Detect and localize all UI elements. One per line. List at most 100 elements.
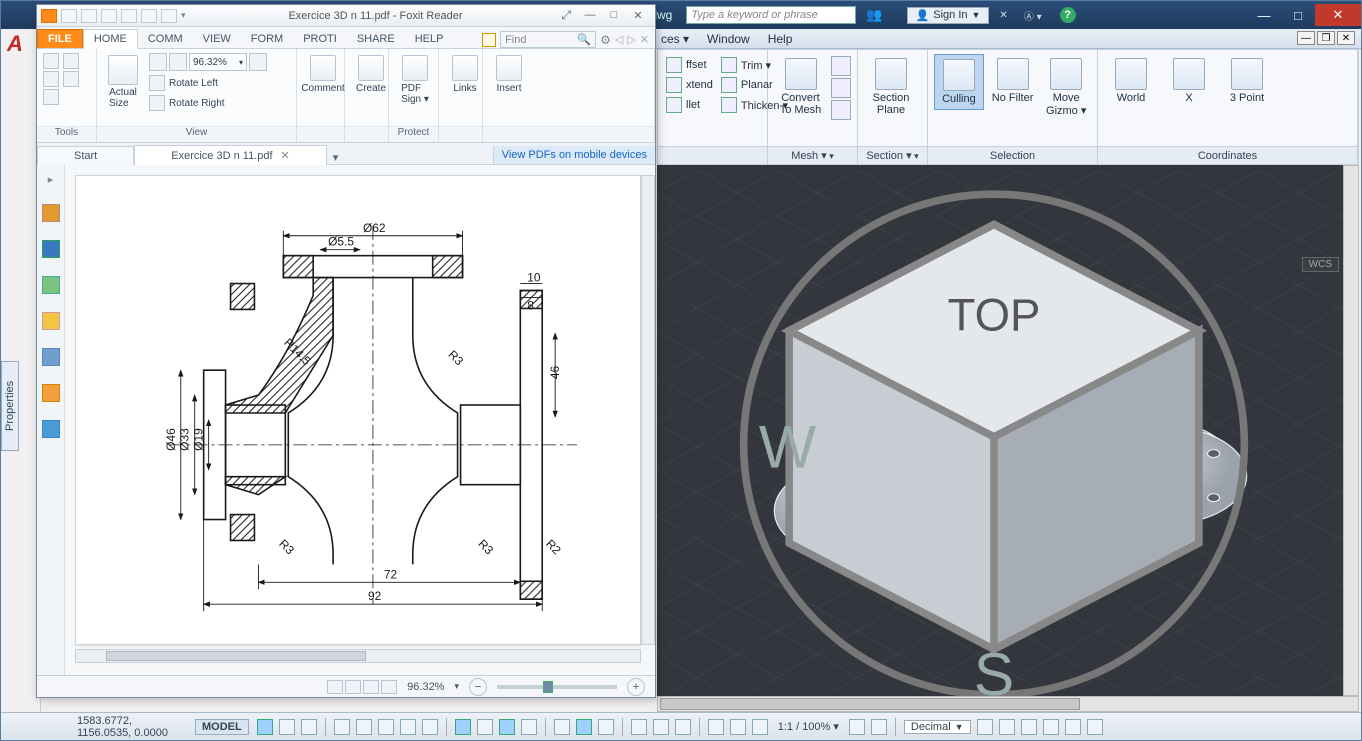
hand-tool-icon[interactable]: [43, 53, 59, 69]
tab-view[interactable]: VIEW: [193, 30, 241, 48]
create-button[interactable]: Create: [351, 53, 391, 96]
foxit-vscrollbar[interactable]: [641, 175, 655, 645]
app-icon[interactable]: Ⓐ ▾: [1024, 8, 1042, 23]
autocad-logo-icon[interactable]: A: [7, 31, 23, 57]
rb-extend[interactable]: xtend: [664, 76, 715, 94]
search-icon[interactable]: [482, 33, 496, 47]
mdi-close[interactable]: ✕: [1337, 31, 1355, 45]
sb-t16[interactable]: [708, 719, 724, 735]
rb-x[interactable]: X: [1162, 54, 1216, 108]
sb-t20[interactable]: [871, 719, 887, 735]
sb-t25[interactable]: [1065, 719, 1081, 735]
mobile-promo-link[interactable]: View PDFs on mobile devices: [493, 146, 655, 164]
attachments-icon[interactable]: [42, 348, 60, 366]
layers-icon[interactable]: [42, 276, 60, 294]
menu-ces[interactable]: ces ▾: [661, 32, 689, 46]
rb-world[interactable]: World: [1104, 54, 1158, 108]
view-cfacing-icon[interactable]: [381, 680, 397, 694]
security-icon[interactable]: [42, 384, 60, 402]
sb-ortho-icon[interactable]: [301, 719, 317, 735]
help-icon[interactable]: ?: [1060, 7, 1076, 23]
status-model-button[interactable]: MODEL: [195, 719, 249, 735]
sb-snap-icon[interactable]: [279, 719, 295, 735]
sb-t24[interactable]: [1043, 719, 1059, 735]
foxit-logo-icon[interactable]: [41, 9, 57, 23]
sb-t22[interactable]: [999, 719, 1015, 735]
view-single-icon[interactable]: [327, 680, 343, 694]
rb-section-plane[interactable]: Section Plane: [864, 54, 918, 120]
rb-gizmo[interactable]: Move Gizmo ▾: [1041, 54, 1091, 121]
tab-share[interactable]: SHARE: [347, 30, 405, 48]
sb-t15[interactable]: [675, 719, 691, 735]
tab-home[interactable]: HOME: [83, 29, 138, 49]
rb-3pt[interactable]: 3 Point: [1220, 54, 1274, 108]
find-settings-icon[interactable]: ⚙: [600, 33, 611, 47]
sb-t17[interactable]: [730, 719, 746, 735]
maximize-button[interactable]: □: [1281, 4, 1315, 26]
rb-convert-mesh[interactable]: Convert To Mesh: [774, 54, 827, 120]
close-button[interactable]: ✕: [1315, 4, 1361, 26]
people-icon[interactable]: 👥: [866, 7, 882, 23]
exchange-icon[interactable]: ✕: [999, 10, 1007, 21]
tab-protect[interactable]: PROTI: [293, 30, 347, 48]
menu-window[interactable]: Window: [707, 32, 750, 46]
snapshot-icon[interactable]: [63, 53, 79, 69]
sb-t2[interactable]: [356, 719, 372, 735]
fit-page-icon[interactable]: [149, 53, 167, 71]
rb-offset[interactable]: ffset: [664, 56, 715, 74]
status-units[interactable]: Decimal▼: [904, 720, 971, 734]
sb-t11[interactable]: [576, 719, 592, 735]
pages-icon[interactable]: [42, 240, 60, 258]
rb-nofilter[interactable]: No Filter: [988, 54, 1038, 108]
autocad-3d-viewport[interactable]: TOP S W WCS: [657, 165, 1359, 696]
sb-t3[interactable]: [378, 719, 394, 735]
qat-redo-icon[interactable]: [161, 9, 177, 23]
fx-close-button[interactable]: ✕: [629, 9, 647, 22]
sb-t13[interactable]: [631, 719, 647, 735]
sb-t18[interactable]: [752, 719, 768, 735]
sb-t6[interactable]: [455, 719, 471, 735]
zoom-slider[interactable]: [497, 685, 617, 689]
zoom-in-icon[interactable]: [249, 53, 267, 71]
sb-t10[interactable]: [554, 719, 570, 735]
sb-grid-icon[interactable]: [257, 719, 273, 735]
foxit-hscrollbar[interactable]: [75, 649, 641, 663]
sb-t9[interactable]: [521, 719, 537, 735]
rb-fillet[interactable]: llet: [664, 96, 715, 114]
sidebar-toggle-icon[interactable]: ▸: [48, 173, 54, 186]
minimize-button[interactable]: —: [1247, 4, 1281, 26]
qat-dropdown[interactable]: ▾: [181, 10, 186, 21]
menu-help[interactable]: Help: [768, 32, 793, 46]
qat-open-icon[interactable]: [61, 9, 77, 23]
view-facing-icon[interactable]: [363, 680, 379, 694]
doctab-dropdown[interactable]: ▾: [327, 151, 345, 164]
qat-undo-icon[interactable]: [141, 9, 157, 23]
comments-icon[interactable]: [42, 312, 60, 330]
clipboard-icon[interactable]: [43, 89, 59, 105]
ribbon-collapse-icon[interactable]: ⤢: [561, 8, 571, 23]
select-text-icon[interactable]: [43, 71, 59, 87]
sb-t26[interactable]: [1087, 719, 1103, 735]
qat-save-icon[interactable]: [81, 9, 97, 23]
insert-button[interactable]: Insert: [489, 53, 529, 96]
actual-size-button[interactable]: Actual Size: [103, 53, 143, 111]
tab-help[interactable]: HELP: [405, 30, 454, 48]
sb-t1[interactable]: [334, 719, 350, 735]
view-cont-icon[interactable]: [345, 680, 361, 694]
find-close-icon[interactable]: ✕: [640, 33, 649, 46]
sb-t23[interactable]: [1021, 719, 1037, 735]
find-next-icon[interactable]: ▷: [627, 33, 635, 46]
sb-t12[interactable]: [598, 719, 614, 735]
tab-file[interactable]: FILE: [37, 29, 83, 48]
qat-mail-icon[interactable]: [121, 9, 137, 23]
sb-t19[interactable]: [849, 719, 865, 735]
rotate-right-button[interactable]: Rotate Right: [149, 95, 267, 111]
signatures-icon[interactable]: [42, 420, 60, 438]
sb-t4[interactable]: [400, 719, 416, 735]
foxit-page-area[interactable]: Ø62 Ø5.5 10 8 46: [65, 165, 655, 675]
zoom-out-button[interactable]: −: [469, 678, 487, 696]
fx-minimize-button[interactable]: —: [581, 9, 599, 22]
viewcube-icon[interactable]: TOP S W: [657, 179, 1345, 696]
doctab-start[interactable]: Start: [37, 146, 134, 165]
find-input[interactable]: Find🔍: [500, 31, 596, 48]
